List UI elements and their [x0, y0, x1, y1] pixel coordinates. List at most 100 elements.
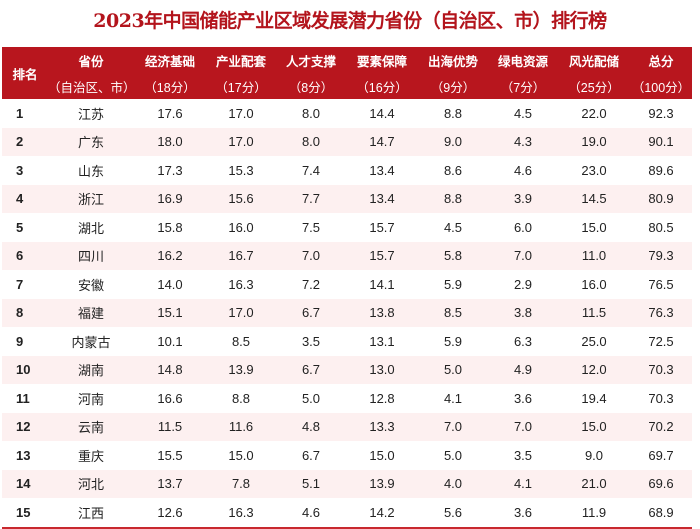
score-cell: 8.8	[231, 390, 251, 406]
score-cell: 5.9	[443, 333, 463, 349]
rank-cell: 5	[16, 219, 24, 235]
score-cell: 15.5	[157, 447, 183, 463]
score-cell: 6.3	[513, 333, 533, 349]
table-row: 6 四川 16.2 16.7 7.0 15.7 5.8 7.0 11.0 79.3	[2, 241, 692, 270]
score-cell: 16.3	[228, 276, 254, 292]
score-cell: 6.7	[301, 447, 321, 463]
rank-cell: 4	[2, 184, 48, 213]
score-cell: 13.4	[369, 162, 395, 178]
score-cell: 69.6	[630, 469, 692, 498]
province-cell: 安徽	[77, 277, 104, 293]
score-cell: 5.0	[418, 355, 488, 384]
score-cell: 5.6	[418, 498, 488, 529]
score-cell: 2.9	[513, 276, 533, 292]
rank-cell: 10	[2, 355, 48, 384]
table-row: 11 河南 16.6 8.8 5.0 12.8 4.1 3.6 19.4 70.3	[2, 384, 692, 413]
province-cell: 江苏	[77, 106, 104, 122]
score-cell: 90.1	[630, 127, 692, 156]
table-row: 10 湖南 14.8 13.9 6.7 13.0 5.0 4.9 12.0 70.3	[2, 355, 692, 384]
header-total: 总分	[630, 47, 692, 73]
rank-cell: 13	[16, 447, 31, 463]
score-cell: 3.5	[301, 333, 321, 349]
rank-cell: 6	[2, 241, 48, 270]
score-cell: 13.1	[369, 333, 395, 349]
score-cell: 8.0	[301, 105, 321, 121]
province-cell: 河南	[77, 391, 104, 407]
score-cell: 8.8	[443, 105, 463, 121]
province-cell: 河北	[48, 469, 134, 498]
score-cell: 7.7	[276, 184, 346, 213]
score-cell: 68.9	[630, 498, 692, 529]
score-cell: 14.2	[346, 498, 418, 529]
table-row: 13 重庆 15.5 15.0 6.7 15.0 5.0 3.5 9.0 69.7	[2, 441, 692, 470]
score-cell: 21.0	[558, 469, 630, 498]
score-cell: 14.0	[157, 276, 183, 292]
score-cell: 69.7	[648, 447, 674, 463]
score-cell: 19.0	[558, 127, 630, 156]
score-cell: 11.5	[558, 298, 630, 327]
header-talent-sub: （8分）	[276, 73, 346, 99]
province-cell: 湖南	[48, 355, 134, 384]
rank-cell: 15	[2, 498, 48, 529]
header-row-1: 排名 省份 经济基础 产业配套 人才支撑 要素保障 出海优势 绿电资源 风光配储…	[2, 47, 692, 99]
score-cell: 12.0	[558, 355, 630, 384]
score-cell: 3.6	[488, 498, 558, 529]
score-cell: 13.9	[206, 355, 276, 384]
score-cell: 13.4	[346, 184, 418, 213]
score-cell: 76.3	[630, 298, 692, 327]
score-cell: 7.0	[418, 412, 488, 441]
table-row: 2 广东 18.0 17.0 8.0 14.7 9.0 4.3 19.0 90.1	[2, 127, 692, 156]
score-cell: 4.3	[488, 127, 558, 156]
score-cell: 76.5	[648, 276, 674, 292]
score-cell: 70.3	[630, 355, 692, 384]
score-cell: 9.0	[584, 447, 604, 463]
score-cell: 14.5	[558, 184, 630, 213]
score-cell: 4.6	[276, 498, 346, 529]
province-cell: 重庆	[77, 448, 104, 464]
table-row: 5 湖北 15.8 16.0 7.5 15.7 4.5 6.0 15.0 80.5	[2, 213, 692, 242]
score-cell: 5.1	[276, 469, 346, 498]
score-cell: 13.3	[346, 412, 418, 441]
score-cell: 8.5	[231, 333, 251, 349]
score-cell: 16.9	[134, 184, 206, 213]
score-cell: 8.5	[418, 298, 488, 327]
score-cell: 17.0	[206, 298, 276, 327]
score-cell: 15.7	[346, 241, 418, 270]
score-cell: 80.9	[630, 184, 692, 213]
province-cell: 福建	[48, 298, 134, 327]
table-row: 1 江苏 17.6 17.0 8.0 14.4 8.8 4.5 22.0 92.3	[2, 99, 692, 128]
score-cell: 13.7	[134, 469, 206, 498]
score-cell: 14.8	[134, 355, 206, 384]
score-cell: 7.5	[301, 219, 321, 235]
score-cell: 16.3	[206, 498, 276, 529]
score-cell: 92.3	[648, 105, 674, 121]
score-cell: 70.3	[648, 390, 674, 406]
score-cell: 5.8	[418, 241, 488, 270]
score-cell: 15.1	[134, 298, 206, 327]
header-factors-sub: （16分）	[346, 73, 418, 99]
score-cell: 7.0	[276, 241, 346, 270]
score-cell: 4.5	[443, 219, 463, 235]
score-cell: 8.0	[276, 127, 346, 156]
score-cell: 15.8	[157, 219, 183, 235]
score-cell: 17.0	[206, 127, 276, 156]
score-cell: 15.7	[369, 219, 395, 235]
rank-cell: 9	[16, 333, 24, 349]
score-cell: 11.5	[134, 412, 206, 441]
header-industry-sub: （17分）	[206, 73, 276, 99]
page-title: 2023年中国储能产业区域发展潜力省份（自治区、市）排行榜	[93, 10, 607, 32]
score-cell: 25.0	[581, 333, 607, 349]
score-cell: 6.7	[276, 298, 346, 327]
score-cell: 15.0	[369, 447, 395, 463]
score-cell: 72.5	[648, 333, 674, 349]
rank-cell: 3	[16, 162, 24, 178]
score-cell: 17.0	[228, 105, 254, 121]
score-cell: 13.8	[346, 298, 418, 327]
score-cell: 4.1	[488, 469, 558, 498]
score-cell: 17.6	[157, 105, 183, 121]
header-green-power: 绿电资源	[488, 47, 558, 73]
score-cell: 4.6	[513, 162, 533, 178]
score-cell: 5.0	[301, 390, 321, 406]
rank-cell: 12	[2, 412, 48, 441]
score-cell: 16.6	[157, 390, 183, 406]
